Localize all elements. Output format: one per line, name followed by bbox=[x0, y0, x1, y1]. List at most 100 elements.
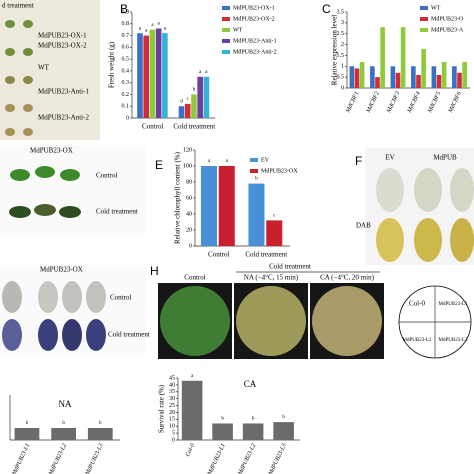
row-label: MdPUB23-OX-2 bbox=[38, 42, 87, 50]
y-tick-label: 3.5 bbox=[337, 9, 345, 15]
bar bbox=[197, 76, 203, 118]
x-tick-label: Cold treatment bbox=[173, 123, 215, 131]
y-tick-label: 100 bbox=[183, 163, 192, 169]
significance-letter: a bbox=[139, 26, 142, 31]
column-label: MdPUB bbox=[433, 154, 457, 162]
bar bbox=[200, 166, 217, 246]
y-tick-label: 1.5 bbox=[337, 53, 345, 59]
plate-label: CA (−4°C, 20 min) bbox=[320, 274, 374, 282]
x-tick-label: MdPUB23-L1 bbox=[11, 443, 31, 474]
bar bbox=[242, 423, 264, 440]
significance-letter: c bbox=[187, 97, 190, 102]
panel-label: E bbox=[155, 158, 163, 172]
row-label: WT bbox=[38, 64, 50, 72]
leaves-f bbox=[376, 168, 474, 262]
y-tick-label: 40 bbox=[169, 382, 175, 388]
bar bbox=[212, 423, 233, 440]
bar bbox=[359, 61, 365, 88]
x-tick-label: MdCBF3 bbox=[386, 91, 401, 115]
y-tick-label: 0.4 bbox=[122, 68, 130, 74]
diagram-label: MdPUB23-L3 bbox=[439, 338, 468, 343]
leaves-g bbox=[2, 281, 106, 351]
row-label: MdPUB23-OX-1 bbox=[38, 32, 87, 40]
plates-h bbox=[158, 283, 384, 359]
x-tick-label: MdPUB23-L3 bbox=[84, 443, 104, 474]
significance-letter: b bbox=[282, 415, 285, 420]
y-tick-label: 30 bbox=[169, 396, 175, 402]
legend-label: MdPUB23-OX-1 bbox=[233, 5, 275, 11]
legend-label: EV bbox=[261, 157, 270, 163]
plate-label: NA (−4°C, 15 min) bbox=[244, 274, 299, 282]
bar bbox=[248, 183, 265, 246]
y-tick-label: 5 bbox=[172, 430, 175, 436]
significance-letter: a bbox=[208, 159, 211, 164]
bar bbox=[178, 106, 185, 118]
y-tick-label: 40 bbox=[186, 211, 192, 217]
y-axis-label: Relative expression level bbox=[331, 15, 339, 85]
significance-letter: c bbox=[273, 214, 276, 219]
legend-swatch bbox=[420, 28, 428, 32]
bar bbox=[203, 76, 210, 118]
photo-a bbox=[0, 0, 100, 140]
plants-a bbox=[5, 20, 33, 136]
bar bbox=[431, 66, 437, 88]
bar bbox=[143, 35, 150, 118]
y-tick-label: 120 bbox=[183, 147, 192, 153]
bar bbox=[436, 74, 442, 88]
y-tick-label: 0 bbox=[126, 115, 129, 121]
significance-letter: b bbox=[193, 88, 196, 93]
legend-swatch bbox=[222, 28, 230, 32]
diagram-label: Col-0 bbox=[409, 300, 425, 308]
bar bbox=[452, 66, 457, 88]
bar bbox=[349, 66, 355, 88]
y-tick-label: 3 bbox=[341, 20, 344, 26]
bar bbox=[421, 48, 426, 88]
y-tick-label: 0.3 bbox=[122, 80, 130, 86]
significance-letter: d bbox=[180, 99, 183, 104]
panel-label: B bbox=[120, 2, 128, 16]
bar bbox=[380, 27, 385, 88]
photo-header: Cold treatment bbox=[269, 263, 311, 271]
y-tick-label: 0 bbox=[341, 85, 344, 91]
bar bbox=[441, 61, 447, 88]
bar bbox=[375, 77, 380, 88]
y-tick-label: 0.2 bbox=[122, 92, 130, 98]
bar bbox=[400, 27, 406, 88]
y-tick-label: 0.5 bbox=[337, 75, 345, 81]
legend-swatch bbox=[420, 17, 428, 21]
y-axis-label: Fresh weight (g) bbox=[108, 41, 116, 88]
y-tick-label: 25 bbox=[169, 403, 175, 409]
y-tick-label: 20 bbox=[186, 227, 192, 233]
significance-letter: b bbox=[221, 417, 224, 422]
plate-label: Control bbox=[184, 274, 205, 282]
y-tick-label: 15 bbox=[169, 417, 175, 423]
y-tick-label: 2 bbox=[341, 42, 344, 48]
x-tick-label: MdCBF5 bbox=[427, 91, 442, 115]
y-axis-label: Survival rate (%) bbox=[158, 384, 166, 433]
legend-swatch bbox=[420, 6, 428, 10]
row-label: MdPUB23-Anti-1 bbox=[38, 88, 89, 96]
bar bbox=[462, 61, 467, 88]
panel-label: C bbox=[322, 2, 331, 16]
significance-letter: a bbox=[226, 159, 229, 164]
y-tick-label: 0 bbox=[172, 437, 175, 443]
chart-title: CA bbox=[244, 379, 257, 389]
bar bbox=[155, 28, 162, 118]
y-tick-label: 1 bbox=[341, 64, 344, 70]
bar bbox=[191, 94, 197, 118]
bar bbox=[14, 428, 40, 440]
bar bbox=[395, 72, 401, 88]
x-tick-label: Cold treatment bbox=[245, 251, 287, 259]
x-tick-label: MdCBF2 bbox=[366, 91, 381, 115]
legend-swatch bbox=[222, 50, 230, 54]
significance-letter: a bbox=[191, 374, 194, 379]
row-label: Control bbox=[96, 172, 117, 180]
y-tick-label: 10 bbox=[169, 424, 175, 430]
photo-title: MdPUB23-OX bbox=[30, 147, 73, 155]
significance-letter: b bbox=[255, 177, 258, 182]
column-label: EV bbox=[385, 154, 394, 162]
x-tick-label: Control bbox=[142, 123, 163, 131]
plants-d bbox=[9, 166, 81, 218]
x-tick-label: Control bbox=[208, 251, 229, 259]
photo-title: MdPUB23-OX bbox=[40, 266, 83, 274]
